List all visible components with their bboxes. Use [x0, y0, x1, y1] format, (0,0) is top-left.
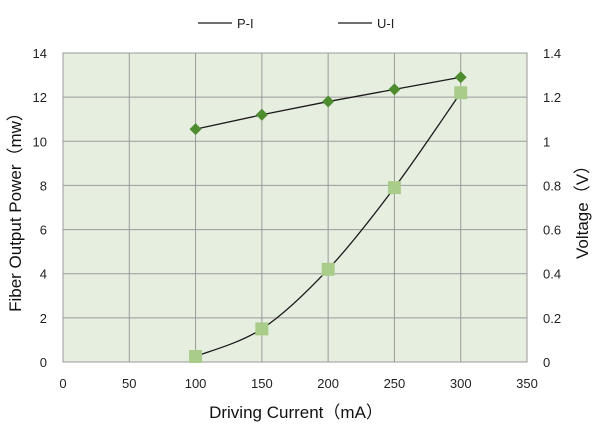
y-left-axis-title: Fiber Output Power（mw） — [6, 104, 25, 312]
data-point-p-i — [454, 86, 468, 100]
legend-label-p-i: P-I — [237, 16, 254, 31]
y-right-tick-label: 1.2 — [543, 90, 561, 105]
series-markers — [189, 71, 468, 363]
x-tick-label: 200 — [317, 376, 339, 391]
y-left-tick-label: 12 — [33, 90, 47, 105]
x-tick-label: 50 — [122, 376, 136, 391]
y-right-tick-label: 0.2 — [543, 311, 561, 326]
data-point-u-i — [255, 108, 268, 121]
y-right-tick-label: 0.4 — [543, 267, 561, 282]
y-right-tick-label: 0.6 — [543, 223, 561, 238]
y-left-tick-label: 8 — [40, 178, 47, 193]
data-point-u-i — [322, 95, 335, 108]
data-point-p-i — [387, 181, 401, 195]
plot-area — [62, 52, 528, 363]
x-tick-label: 0 — [59, 376, 66, 391]
data-point-p-i — [321, 262, 335, 276]
x-tick-label: 150 — [251, 376, 273, 391]
grid — [62, 52, 528, 363]
x-axis-ticks: 0 50 100 150 200 250 300 350 — [59, 376, 537, 391]
y-right-axis-ticks: 0 0.2 0.4 0.6 0.8 1 1.2 1.4 — [543, 46, 561, 370]
x-tick-label: 350 — [516, 376, 538, 391]
data-point-p-i — [255, 322, 269, 336]
x-axis-title: Driving Current（mA） — [209, 403, 383, 422]
y-left-tick-label: 10 — [33, 134, 47, 149]
data-point-u-i — [388, 83, 401, 96]
y-right-tick-label: 0 — [543, 355, 550, 370]
y-right-tick-label: 1 — [543, 134, 550, 149]
legend-label-u-i: U-I — [377, 16, 394, 31]
y-left-tick-label: 14 — [33, 46, 47, 61]
x-tick-label: 250 — [384, 376, 406, 391]
y-left-axis-ticks: 0 2 4 6 8 10 12 14 — [33, 46, 47, 370]
x-tick-label: 100 — [185, 376, 207, 391]
x-tick-label: 300 — [450, 376, 472, 391]
y-right-axis-title: Voltage（V） — [573, 157, 592, 259]
y-left-tick-label: 2 — [40, 311, 47, 326]
data-point-u-i — [189, 123, 202, 136]
data-point-u-i — [454, 71, 467, 84]
y-right-tick-label: 0.8 — [543, 178, 561, 193]
y-left-tick-label: 0 — [40, 355, 47, 370]
legend: P-I U-I — [198, 16, 394, 31]
data-point-p-i — [189, 349, 203, 363]
y-left-tick-label: 6 — [40, 223, 47, 238]
y-left-tick-label: 4 — [40, 267, 47, 282]
y-right-tick-label: 1.4 — [543, 46, 561, 61]
